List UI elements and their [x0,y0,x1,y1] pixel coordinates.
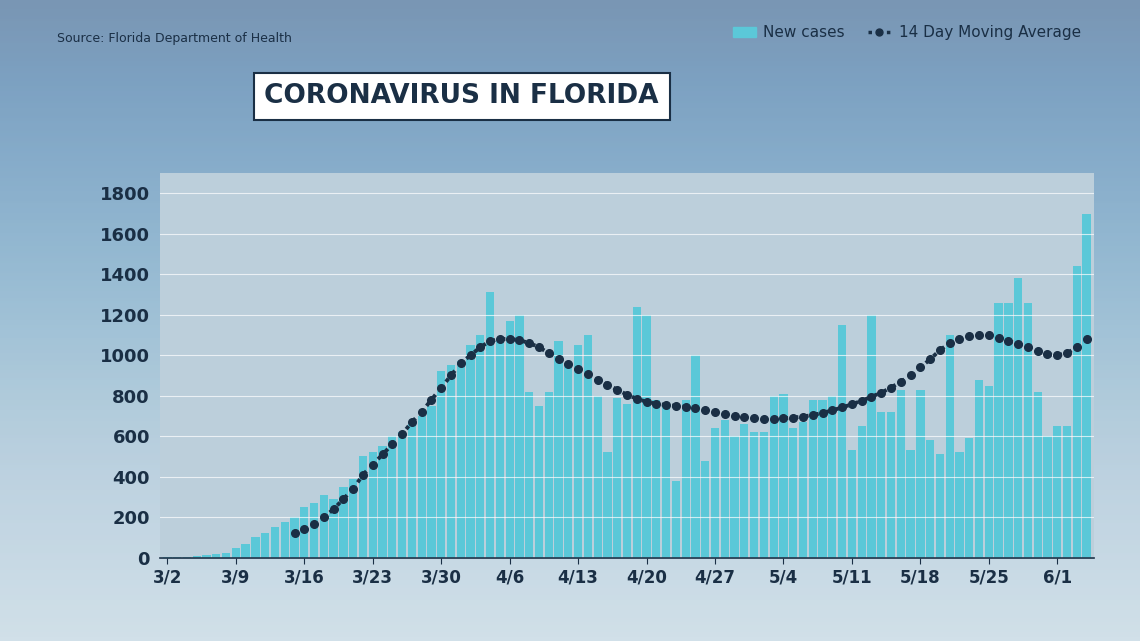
Bar [594,395,602,558]
Bar [662,404,670,558]
Legend: New cases, 14 Day Moving Average: New cases, 14 Day Moving Average [727,19,1086,46]
Bar [789,428,797,558]
Bar [720,420,728,558]
Bar [554,341,563,558]
Bar [819,400,826,558]
Bar [486,292,495,558]
Bar [917,390,925,558]
Bar [535,406,543,558]
Bar [300,507,309,558]
Bar [1043,437,1051,558]
Text: Source: Florida Department of Health: Source: Florida Department of Health [57,32,292,45]
Bar [573,345,583,558]
Bar [222,553,230,558]
Bar [868,315,876,558]
Bar [466,345,474,558]
Bar [447,365,455,558]
Bar [1073,266,1081,558]
Bar [945,335,954,558]
Bar [603,453,611,558]
Bar [799,422,807,558]
Bar [936,454,944,558]
Bar [906,451,914,558]
Bar [759,432,768,558]
Bar [231,547,241,558]
Bar [1004,303,1012,558]
Bar [691,355,700,558]
Bar [955,453,963,558]
Bar [975,379,983,558]
Bar [203,555,211,558]
Text: CORONAVIRUS IN FLORIDA: CORONAVIRUS IN FLORIDA [264,83,659,109]
Bar [242,544,250,558]
Bar [682,400,690,558]
Bar [457,362,465,558]
Bar [857,426,866,558]
Bar [417,416,426,558]
Bar [408,424,416,558]
Bar [750,432,758,558]
Bar [926,440,935,558]
Bar [731,437,739,558]
Bar [1034,392,1042,558]
Bar [182,556,192,558]
Bar [319,495,328,558]
Bar [261,533,269,558]
Bar [437,371,446,558]
Bar [526,392,534,558]
Bar [428,406,435,558]
Bar [545,392,553,558]
Bar [496,341,504,558]
Bar [838,325,846,558]
Bar [398,432,406,558]
Bar [887,412,895,558]
Bar [848,451,856,558]
Bar [994,303,1003,558]
Bar [193,556,201,558]
Bar [329,499,337,558]
Bar [349,479,357,558]
Bar [291,517,299,558]
Bar [808,400,817,558]
Bar [652,400,660,558]
Bar [251,537,260,558]
Bar [1053,426,1061,558]
Bar [671,481,681,558]
Bar [622,404,632,558]
Bar [388,437,397,558]
Bar [828,395,837,558]
Bar [985,386,993,558]
Bar [515,315,523,558]
Bar [310,503,318,558]
Bar [897,390,905,558]
Bar [1082,213,1091,558]
Bar [564,363,572,558]
Bar [359,456,367,558]
Bar [378,446,386,558]
Bar [1024,303,1032,558]
Bar [877,412,886,558]
Bar [701,460,709,558]
Bar [966,438,974,558]
Bar [477,335,484,558]
Bar [633,306,641,558]
Bar [711,428,719,558]
Bar [271,528,279,558]
Bar [1013,278,1023,558]
Bar [740,424,749,558]
Bar [780,394,788,558]
Bar [613,398,621,558]
Bar [212,554,220,558]
Bar [643,315,651,558]
Bar [340,487,348,558]
Bar [1062,426,1072,558]
Bar [770,395,777,558]
Bar [505,321,514,558]
Bar [280,522,288,558]
Bar [368,453,377,558]
Bar [584,335,592,558]
